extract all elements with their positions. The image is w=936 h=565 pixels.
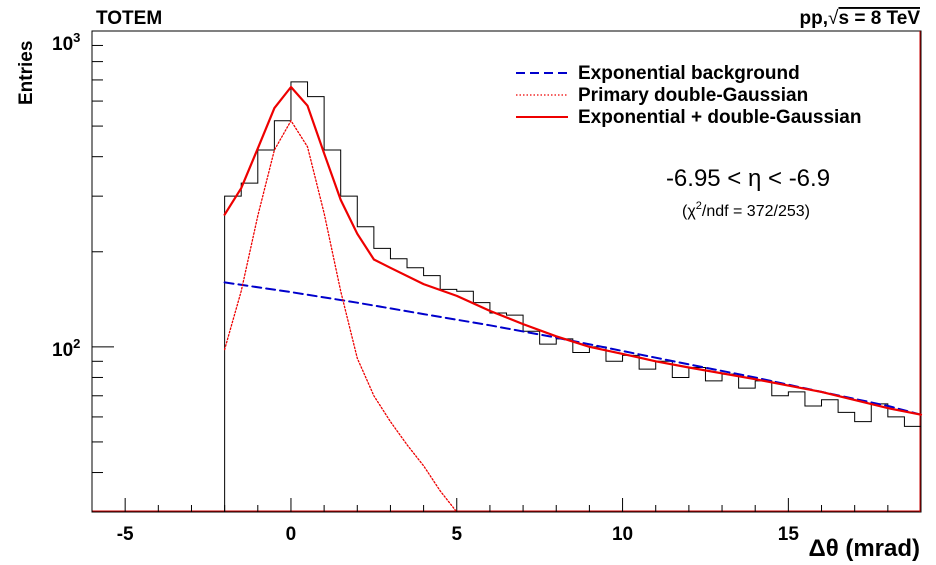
series-layer [223,81,923,513]
series-data-histogram [224,81,921,512]
y-tick-label-1000: 103 [52,30,80,55]
legend-label-total: Exponential + double-Gaussian [578,107,861,128]
sqrt-symbol: √ [828,8,839,29]
experiment-label: TOTEM [96,8,162,29]
series-exponential-double-gaussian [223,85,923,416]
chi2-label: (χ2/ndf = 372/253) [682,200,810,220]
eta-range-label: -6.95 < η < -6.9 [666,165,830,192]
x-tick-label: 10 [612,524,633,545]
legend-label-gaussian: Primary double-Gaussian [578,85,808,106]
y-tick-base-100: 10 [52,340,73,361]
x-tick-label: 0 [286,524,297,545]
energy-label: pp,√s = 8 TeV [800,8,921,29]
x-tick-label: -5 [117,524,134,545]
beam-prefix: pp, [800,8,829,29]
x-tick-label: 15 [778,524,800,545]
y-tick-label-100: 102 [52,336,80,361]
x-axis-label: Δθ (mrad) [808,535,920,562]
y-tick-base-1000: 10 [52,34,73,55]
energy-suffix: s = 8 TeV [838,8,920,29]
legend: Exponential background Primary double-Ga… [516,63,861,128]
plot-frame [91,30,922,513]
chi2-rest: /ndf = 372/253) [702,203,810,220]
chi2-sup: 2 [696,200,702,212]
y-tick-exp-100: 2 [73,336,80,351]
chi2-open: (χ [682,203,696,220]
series-primary-double-gaussian [223,120,458,513]
x-axis: -5 0 5 10 15 [91,498,922,545]
y-axis [92,30,114,513]
y-axis-label: Entries [16,41,37,105]
x-tick-label: 5 [451,524,462,545]
legend-label-background: Exponential background [578,63,800,84]
y-tick-exp-1000: 3 [73,30,80,45]
